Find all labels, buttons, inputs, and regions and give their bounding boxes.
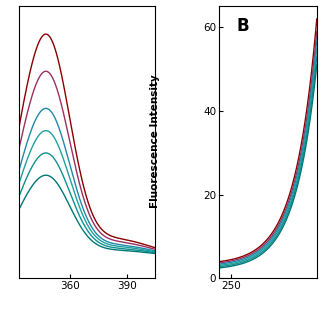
Text: Fluorescence Intensity: Fluorescence Intensity [150,74,160,208]
Text: B: B [237,17,249,35]
